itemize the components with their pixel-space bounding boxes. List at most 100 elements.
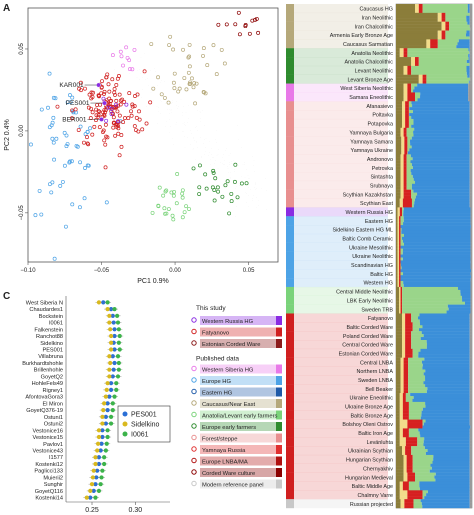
ancestry-component [467,21,470,25]
category-label: Vestonice16 [33,428,63,434]
ancestry-component [468,86,472,90]
ancestry-component [460,292,471,296]
ancestry-component [406,457,413,462]
ancestry-component [396,396,400,400]
sample-point [96,114,101,119]
ancestry-component [405,449,412,453]
ancestry-component [406,127,415,131]
ancestry-component [396,68,404,72]
reference-point: · [210,162,211,166]
ancestry-component [408,118,414,123]
reference-point: · [233,158,234,162]
sample-point [58,183,63,188]
reference-point: · [129,72,130,76]
ancestry-component [467,6,470,11]
ancestry-component [469,160,472,164]
sample-point [166,207,171,211]
ancestry-component [469,201,472,205]
reference-point: · [151,90,152,94]
ancestry-component [396,345,403,350]
ancestry-component [407,68,412,72]
ancestry-component [399,201,403,205]
sample-point [107,102,112,107]
group-color-strip [286,454,294,464]
ancestry-component [403,98,408,102]
ancestry-component [400,284,404,288]
ancestry-component [397,242,400,246]
reference-point: · [210,157,211,161]
legend-marker [191,434,197,441]
ancestry-component [408,124,412,128]
ancestry-component [408,413,422,417]
reference-point: · [222,162,223,166]
ancestry-component [397,248,400,252]
ancestry-component [469,154,472,158]
group-label-band [294,348,388,358]
ancestry-component [396,328,403,332]
group-label: Ukraine Eneolithic [350,396,394,402]
f3-point [105,307,110,312]
ancestry-component [396,228,398,232]
ancestry-component [396,472,404,476]
ancestry-component [400,195,404,199]
ancestry-component [422,505,470,509]
ancestry-component [404,505,414,509]
group-label: Sweden LNBA [358,378,393,384]
category-label: Ostuni2 [44,422,63,428]
ancestry-component [426,340,470,344]
ancestry-component [403,363,409,367]
group-label: Central Corded Ware [342,343,393,349]
ancestry-component [401,148,405,152]
group-color-strip [286,463,294,473]
ancestry-component [469,407,472,411]
ancestry-component [400,166,404,170]
reference-point: · [200,119,201,123]
ancestry-component [396,348,403,352]
f3-point [99,475,104,480]
ancestry-component [470,230,472,235]
sample-point [78,124,83,129]
ancestry-component [405,345,412,350]
ancestry-component [396,437,400,441]
sample-point [137,109,141,114]
group-label-band [294,233,388,243]
ancestry-component [400,242,404,246]
reference-point: · [152,87,153,91]
reference-point: · [172,98,173,102]
ancestry-component [396,207,398,211]
group-label-band [294,295,388,305]
reference-point: · [200,110,201,114]
group-label-band [294,472,388,482]
ancestry-component [406,174,413,179]
group-color-strip [286,384,294,394]
ancestry-component [407,148,410,152]
reference-point: · [239,183,240,187]
ancestry-component [396,404,400,408]
sample-point [78,80,83,85]
reference-point: · [201,154,202,158]
ancestry-component [469,452,472,456]
ancestry-component [399,422,408,426]
sample-point [250,18,255,23]
ancestry-component [396,148,402,152]
ancestry-component [402,213,404,217]
ancestry-component [418,428,470,432]
reference-point: · [235,214,236,218]
ancestry-component [411,204,414,208]
ancestry-component [471,269,472,273]
reference-point: · [213,155,214,159]
reference-point: · [233,182,234,186]
group-label: Baltic Bronze Age [350,413,393,419]
sample-point [86,105,91,110]
legend-marker [191,400,197,406]
ancestry-component [406,183,412,187]
ancestry-component [405,398,413,403]
ancestry-component [469,195,472,199]
ancestry-component [469,172,472,176]
reference-point: · [140,55,141,59]
ancestry-component [406,133,414,137]
sample-point [166,100,171,105]
f3-point [105,434,110,440]
ancestry-component [466,68,470,72]
c-legend-swatch [122,421,128,427]
